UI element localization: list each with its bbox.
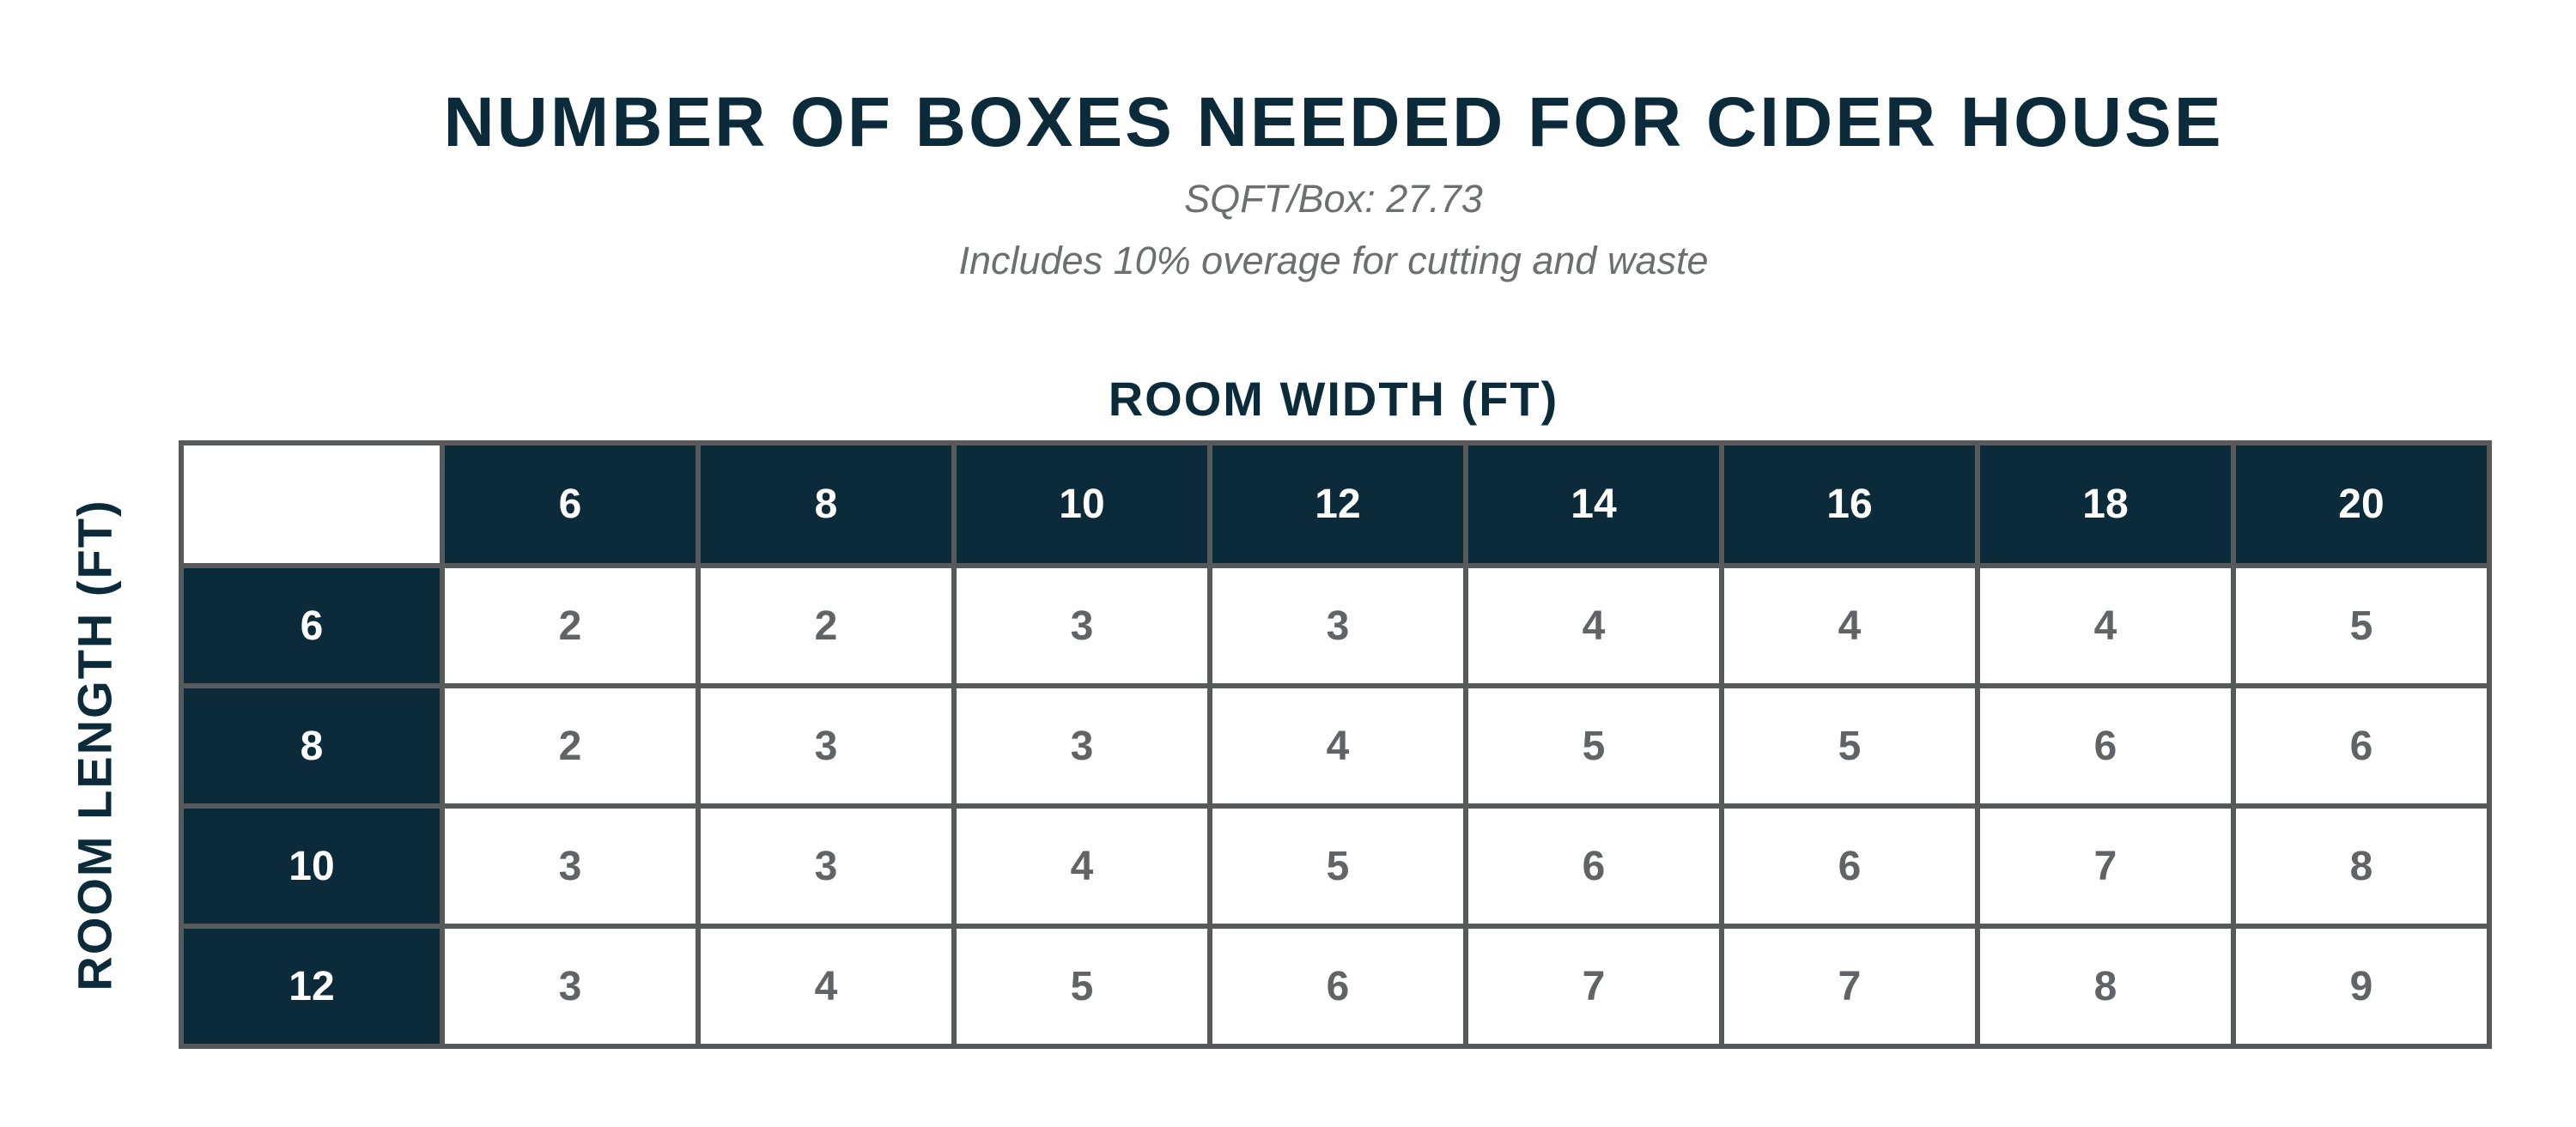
cell-8x10: 3: [951, 683, 1212, 809]
column-header-20: 20: [2231, 440, 2492, 568]
column-header-18: 18: [1975, 440, 2236, 568]
room-length-axis-label: ROOM LENGTH (FT): [67, 499, 122, 991]
cell-12x20: 9: [2231, 924, 2492, 1049]
column-header-10: 10: [951, 440, 1212, 568]
column-header-8: 8: [696, 440, 957, 568]
cell-10x10: 4: [951, 803, 1212, 929]
cell-8x8: 3: [696, 683, 957, 809]
cell-6x10: 3: [951, 563, 1212, 688]
table-row-length-8: 8 2 3 3 4 5 5 6 6: [179, 683, 2492, 809]
column-header-12: 12: [1207, 440, 1468, 568]
cell-8x16: 5: [1719, 683, 1980, 809]
cell-12x18: 8: [1975, 924, 2236, 1049]
cell-10x16: 6: [1719, 803, 1980, 929]
column-header-6: 6: [440, 440, 701, 568]
cell-12x12: 6: [1207, 924, 1468, 1049]
cell-6x12: 3: [1207, 563, 1468, 688]
cell-10x8: 3: [696, 803, 957, 929]
cell-12x8: 4: [696, 924, 957, 1049]
table-row-length-10: 10 3 3 4 5 6 6 7 8: [179, 803, 2492, 929]
cell-12x10: 5: [951, 924, 1212, 1049]
cell-12x14: 7: [1463, 924, 1724, 1049]
corner-cell: [179, 440, 445, 568]
cell-6x16: 4: [1719, 563, 1980, 688]
row-header-6: 6: [179, 563, 445, 688]
cell-8x18: 6: [1975, 683, 2236, 809]
cell-8x12: 4: [1207, 683, 1468, 809]
cell-6x20: 5: [2231, 563, 2492, 688]
cell-10x20: 8: [2231, 803, 2492, 929]
cell-6x14: 4: [1463, 563, 1724, 688]
column-header-16: 16: [1719, 440, 1980, 568]
sqft-per-box-subtitle: SQFT/Box: 27.73: [1184, 177, 1483, 221]
table-row-length-6: 6 2 2 3 3 4 4 4 5: [179, 563, 2492, 688]
room-width-axis-label: ROOM WIDTH (FT): [1108, 372, 1559, 426]
cell-10x6: 3: [440, 803, 701, 929]
row-header-8: 8: [179, 683, 445, 809]
cell-12x6: 3: [440, 924, 701, 1049]
cell-6x18: 4: [1975, 563, 2236, 688]
cell-6x8: 2: [696, 563, 957, 688]
column-header-14: 14: [1463, 440, 1724, 568]
cell-8x6: 2: [440, 683, 701, 809]
overage-note: Includes 10% overage for cutting and was…: [958, 239, 1709, 282]
cell-12x16: 7: [1719, 924, 1980, 1049]
row-header-12: 12: [179, 924, 445, 1049]
column-header-row: 6 8 10 12 14 16 18 20: [179, 440, 2492, 568]
cell-8x14: 5: [1463, 683, 1724, 809]
cell-10x14: 6: [1463, 803, 1724, 929]
cell-10x18: 7: [1975, 803, 2236, 929]
table-row-length-12: 12 3 4 5 6 7 7 8 9: [179, 924, 2492, 1049]
cell-10x12: 5: [1207, 803, 1468, 929]
cell-6x6: 2: [440, 563, 701, 688]
page-title: NUMBER OF BOXES NEEDED FOR CIDER HOUSE: [443, 83, 2224, 161]
row-header-10: 10: [179, 803, 445, 929]
cell-8x20: 6: [2231, 683, 2492, 809]
boxes-needed-table: 6 8 10 12 14 16 18 20 6 2 2 3 3 4 4 4 5 …: [179, 440, 2492, 1049]
